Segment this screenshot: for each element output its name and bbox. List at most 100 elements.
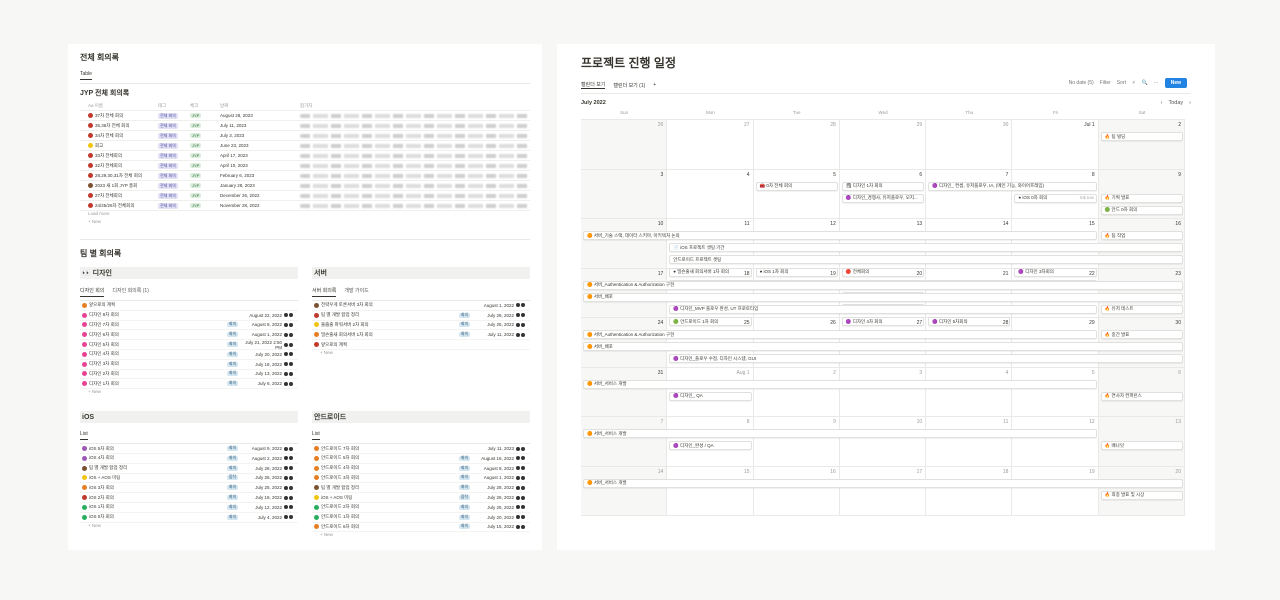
calendar-event[interactable]: ● 밀슨줄새 회의서버 1차 회의 <box>669 267 752 277</box>
group-title[interactable]: 👀 디자인 <box>80 267 298 279</box>
calendar-event[interactable]: 🟠 서버_서비스 개발 <box>583 478 1183 488</box>
list-item[interactable]: 디자인 5차 회의 회의 July 21, 2022 2:50 PM <box>80 340 298 350</box>
group-tab[interactable]: 디자인 회의록 (1) <box>112 288 149 294</box>
calendar-day[interactable]: 5 <box>1012 367 1099 416</box>
calendar-day[interactable]: 7 <box>581 417 668 466</box>
column-header[interactable]: 날짜 <box>220 102 229 108</box>
calendar-event[interactable]: 🔴 전체회의 <box>841 267 925 277</box>
calendar-event[interactable]: 🟠 서버_배포 <box>583 342 1183 352</box>
row-name[interactable]: 32차 전체회의 <box>88 163 158 169</box>
column-header[interactable]: 태그 <box>158 102 167 108</box>
calendar-day[interactable]: 29 <box>840 120 927 169</box>
list-item[interactable]: 디자인 4차 회의 회의 July 20, 2022 <box>80 350 298 360</box>
list-item[interactable]: 디자인 8차 회의 August 22, 2022 <box>80 311 298 321</box>
filter-button[interactable]: Filter <box>1099 80 1111 86</box>
calendar-day[interactable]: 4 <box>667 169 754 218</box>
calendar-event[interactable]: 🔥 연사자 컨퍼런스 <box>1100 391 1183 401</box>
list-item[interactable]: 밀슨줄새 회의서버 1차 회의 회의 July 11, 2022 <box>312 330 530 341</box>
calendar-event[interactable]: 안드로이드 프로젝트 셋팅 <box>669 255 1183 265</box>
calendar-day[interactable]: 18 <box>926 466 1013 515</box>
table-row[interactable]: 회고 전체 회의 JYP June 23, 2023 <box>80 141 530 151</box>
calendar-day[interactable]: 10 <box>581 219 668 268</box>
list-item[interactable]: 안드로이드 2차 회의 회의 July 25, 2022 <box>312 503 530 513</box>
column-header[interactable]: 참가자 <box>300 102 313 108</box>
calendar-event[interactable]: 🟠 서버_기술 스택, 데이터 스키마, 아키텍처 논의 <box>583 231 1097 240</box>
list-item[interactable]: 디자인 2차 회의 회의 July 13, 2022 <box>80 370 298 380</box>
table-row[interactable]: 27차 전체회의 전체 회의 JYP December 26, 2022 <box>80 191 530 201</box>
calendar-day[interactable]: 11 <box>926 417 1013 466</box>
group-tab[interactable]: List <box>312 431 320 441</box>
tab-table[interactable]: Table <box>80 71 92 80</box>
new-item-button[interactable]: + New <box>320 532 333 538</box>
list-item[interactable]: 팀 별 개발 합업 정리 회의 July 28, 2022 <box>312 311 530 321</box>
list-item[interactable]: 안드로이드 4차 회의 회의 August 8, 2022 <box>312 464 530 474</box>
add-view-button[interactable]: + <box>653 82 657 88</box>
list-item[interactable]: 디자인 6차 회의 회의 August 1, 2022 <box>80 330 298 341</box>
row-name[interactable]: 회고 <box>88 143 158 149</box>
no-date-button[interactable]: No date (5) <box>1068 80 1094 86</box>
calendar-event[interactable]: 🟢 안드로이드 1차 회의 <box>669 317 752 327</box>
calendar-event[interactable]: 🟣 디자인_ 컨셉, 유저플로우, IA, (메인 기능, 와이어프레임) <box>928 181 1097 191</box>
table-row[interactable]: 33차 전체회의 전체 회의 JYP April 17, 2023 <box>80 151 530 161</box>
row-name[interactable]: 35,36차 전체 회의 <box>88 123 158 129</box>
more-icon[interactable]: ⋯ <box>1153 80 1159 86</box>
list-item[interactable]: 안드로이드 3차 회의 회의 August 1, 2022 <box>312 474 530 484</box>
list-item[interactable]: 팀 별 개발 합업 정리 회의 July 28, 2022 <box>312 483 530 494</box>
list-item[interactable]: 안드로이드 1차 회의 회의 July 20, 2022 <box>312 513 530 523</box>
list-item[interactable]: iOS + AOS 미팅 합작 July 26, 2022 <box>80 474 298 484</box>
row-name[interactable]: 34차 전체 회의 <box>88 133 158 139</box>
calendar-event[interactable]: 🟠 서버_서비스 개발 <box>583 429 1097 438</box>
new-row-button[interactable]: + New <box>88 219 101 224</box>
list-item[interactable]: 안드로이드 6차 회의 회의 July 15, 2022 <box>312 523 530 533</box>
list-item[interactable]: iOS 0차 회의 회의 July 4, 2022 <box>80 513 298 523</box>
group-title[interactable]: 서버 <box>312 267 530 279</box>
calendar-day[interactable]: 3 <box>840 367 927 416</box>
calendar-event[interactable]: 🔥 팀 작업 <box>1100 231 1183 240</box>
new-button[interactable]: New <box>1164 78 1187 88</box>
calendar-event[interactable]: 🔥 기획 발표 <box>1100 193 1183 203</box>
prev-month-icon[interactable]: ‹ <box>1160 100 1163 106</box>
group-tab[interactable]: 디자인 회의 <box>80 287 105 297</box>
calendar-day[interactable]: 9 <box>754 417 840 466</box>
group-tab[interactable]: 서버 회의록 <box>312 287 337 297</box>
table-row[interactable]: 24/25/26차 전체회의 전체 회의 JYP November 28, 2022 <box>80 201 530 211</box>
row-name[interactable]: 28,29,30,31차 전체 회의 <box>88 173 158 179</box>
calendar-day[interactable]: 17 <box>840 466 927 515</box>
row-name[interactable]: 37차 전체 회의 <box>88 113 158 119</box>
group-title[interactable]: iOS <box>80 411 298 424</box>
calendar-event[interactable]: ● iOS 0차 회의 오후 8:00 <box>1014 193 1097 203</box>
calendar-event[interactable]: 🔥 유저 테스트 <box>1100 304 1183 314</box>
table-row[interactable]: 37차 전체 회의 전체 회의 JYP August 28, 2023 <box>80 111 530 121</box>
sort-button[interactable]: Sort <box>1116 80 1126 86</box>
list-item[interactable]: 디자인 7차 회의 회의 August 8, 2022 <box>80 321 298 331</box>
calendar-day[interactable]: 26 <box>581 120 668 169</box>
calendar-event[interactable]: 🟣 디자인 3차회의 <box>1014 267 1097 277</box>
column-header[interactable]: Aa 이름 <box>88 102 104 108</box>
row-name[interactable]: 24/25/26차 전체회의 <box>88 203 158 209</box>
calendar-event[interactable]: 🟢 안드 0차 회의 <box>1100 205 1183 215</box>
calendar-event[interactable]: 🔥 배나잇 <box>1100 441 1183 451</box>
table-row[interactable]: 34차 전체 회의 전체 회의 JYP July 3, 2023 <box>80 131 530 141</box>
calendar-event[interactable]: 🟣 디자인 4차 회의 <box>841 317 925 327</box>
calendar-day[interactable]: 3 <box>581 169 668 218</box>
calendar-event[interactable]: 🟠 서버_배포 <box>583 292 1183 302</box>
calendar-day[interactable]: 2 <box>1098 120 1185 169</box>
calendar-event[interactable]: 🟣 디자인_경쟁사, 유저플로우, 모지... <box>841 193 925 203</box>
list-item[interactable]: iOS 3차 회의 회의 July 25, 2022 <box>80 483 298 494</box>
row-name[interactable]: 27차 전체회의 <box>88 193 158 199</box>
calendar-event[interactable]: 🟠 서버_Authentication & Authorization 구현 <box>583 330 1097 339</box>
calendar-event[interactable]: 🔥 최종 발표 및 시상 <box>1100 490 1183 500</box>
calendar-event[interactable]: 🟣 디자인_MVP 플로우 완성, UT 프로토타입 <box>669 304 1097 314</box>
list-item[interactable]: 줄줍줄 파워서버 2차 회의 회의 July 25, 2022 <box>312 321 530 331</box>
calendar-event[interactable]: 🟣 디자인 5차회의 <box>928 317 1011 327</box>
group-tab[interactable]: List <box>80 431 88 441</box>
calendar-event[interactable]: 🔥 팀 빌딩 <box>1100 132 1183 141</box>
calendar-event[interactable]: 🔥 중간 발표 <box>1100 330 1183 339</box>
calendar-day[interactable]: Aug 1 <box>667 367 754 416</box>
tab-calendar-view[interactable]: 캘린더 보기 <box>581 82 606 89</box>
calendar-day[interactable]: 15 <box>667 466 754 515</box>
table-row[interactable]: 32차 전체회의 전체 회의 JYP April 10, 2023 <box>80 161 530 171</box>
calendar-day[interactable]: 12 <box>1012 417 1099 466</box>
calendar-event[interactable]: 🟣 디자인_플로우 수정, 디자인 시스템, GUI <box>669 354 1183 364</box>
calendar-event[interactable]: 🧰 0차 전체 회의 <box>755 181 838 191</box>
